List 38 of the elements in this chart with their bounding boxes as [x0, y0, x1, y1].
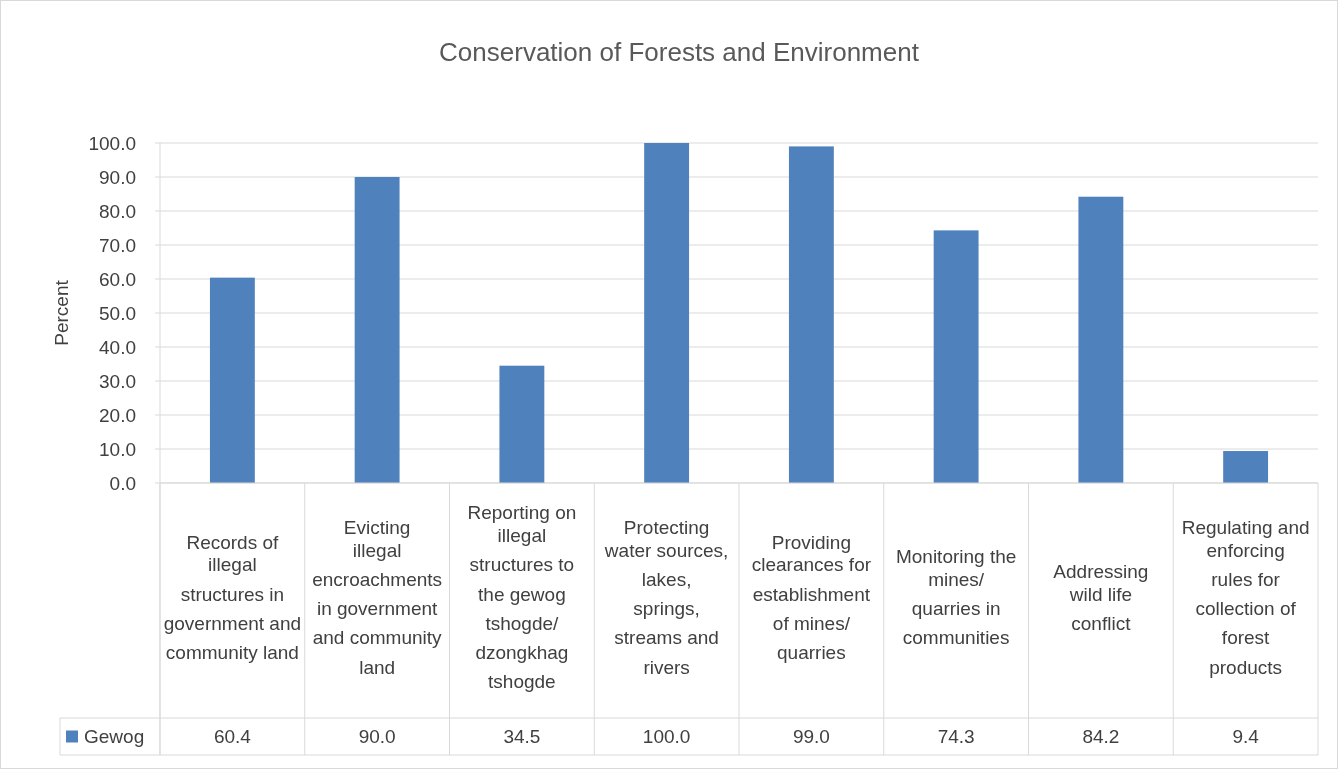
- x-tick-label: Providing clearances for establishment of mines/ quarries: [751, 531, 872, 664]
- x-tick-label: Addressing wild life conflict: [1053, 560, 1149, 634]
- data-label: 60.4: [213, 726, 252, 748]
- x-tick-label: Monitoring the mines/ quarries in communities: [895, 546, 1017, 649]
- data-label: 74.3: [937, 726, 975, 748]
- y-tick-label: 20.0: [99, 404, 136, 426]
- bar: [499, 365, 545, 483]
- x-tick-label: Reporting on illegal structures to the gewog tshogde/ dzongkhag tshogde: [467, 502, 577, 693]
- y-tick-label: 60.0: [99, 268, 136, 290]
- y-tick-label: 70.0: [99, 234, 136, 256]
- y-tick-label: 40.0: [99, 336, 136, 358]
- y-tick-label: 80.0: [99, 200, 136, 222]
- y-tick-label: 0.0: [109, 472, 136, 494]
- y-tick-label: 50.0: [99, 302, 136, 324]
- x-tick-label: Regulating and enforcing rules for collection of forest products: [1181, 516, 1310, 678]
- data-label: 84.2: [1082, 726, 1120, 748]
- y-tick-label: 100.0: [88, 132, 136, 154]
- bar: [788, 146, 834, 483]
- bar: [1078, 196, 1124, 483]
- data-label: 99.0: [792, 726, 830, 748]
- x-tick-label: Protecting water sources, lakes, springs, streams and rivers: [603, 516, 729, 678]
- data-label: 34.5: [503, 726, 541, 748]
- y-tick-label: 90.0: [99, 166, 136, 188]
- legend-label: Gewog: [84, 726, 145, 748]
- x-tick-label: Evicting illegal encroachments in government and community land: [312, 516, 443, 678]
- data-label: 9.4: [1232, 726, 1260, 748]
- bar: [933, 230, 979, 483]
- y-axis-title: Percent: [51, 279, 72, 346]
- y-tick-label: 30.0: [99, 370, 136, 392]
- x-tick-label: Records of illegal structures in government and community land: [163, 531, 302, 664]
- bar: [1223, 451, 1269, 483]
- bar: [644, 143, 690, 483]
- bar: [354, 177, 400, 483]
- y-tick-label: 10.0: [99, 438, 136, 460]
- bar: [209, 277, 255, 483]
- chart-title: Conservation of Forests and Environment: [439, 37, 920, 67]
- data-label: 90.0: [358, 726, 396, 748]
- data-label: 100.0: [642, 726, 691, 748]
